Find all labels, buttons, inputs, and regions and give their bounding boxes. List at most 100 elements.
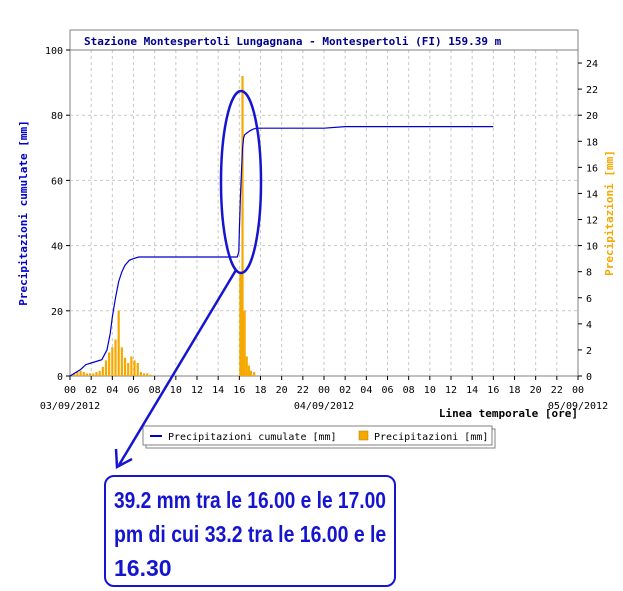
x-tick-label: 02: [339, 385, 351, 396]
precip-bar: [82, 372, 85, 376]
precip-bar: [139, 372, 143, 376]
precip-bar: [146, 373, 149, 376]
precip-bar: [243, 310, 246, 376]
left-tick-label: 20: [51, 307, 63, 318]
right-tick-label: 18: [586, 137, 598, 148]
precip-bar: [253, 372, 256, 376]
title-box: [69, 29, 579, 51]
right-tick-label: 2: [586, 346, 592, 357]
precip-bar: [133, 360, 136, 376]
precip-bar: [247, 365, 250, 376]
x-tick-label: 18: [508, 385, 520, 396]
x-tick-label: 06: [127, 385, 139, 396]
x-tick-label: 10: [424, 385, 436, 396]
date-label: 04/09/2012: [294, 401, 354, 412]
date-label: 03/09/2012: [40, 401, 100, 412]
annotation-line-1: 39.2 mm tra le 16.00 e le 17.00: [114, 487, 386, 513]
precip-bar: [95, 372, 98, 376]
x-tick-label: 00: [572, 385, 584, 396]
highlight-ellipse: [219, 89, 263, 275]
x-tick-label: 06: [381, 385, 393, 396]
annotation-line-2: pm di cui 33.2 tra le 16.00 e le: [114, 521, 387, 547]
precip-bar: [117, 310, 120, 376]
precip-bar: [149, 374, 152, 376]
right-tick-label: 12: [586, 216, 598, 227]
precip-bar: [136, 362, 139, 376]
precip-bar: [104, 360, 108, 376]
legend: Precipitazioni cumulate [mm] Precipitazi…: [142, 425, 496, 449]
precip-bar: [127, 362, 130, 376]
annotation-box: 39.2 mm tra le 16.00 e le 17.00 pm di cu…: [104, 475, 396, 587]
precip-bar: [120, 347, 123, 376]
left-axis-label: Precipitazioni cumulate [mm]: [17, 120, 30, 305]
x-tick-label: 14: [466, 385, 478, 396]
left-tick-label: 60: [51, 176, 63, 187]
right-tick-label: 20: [586, 111, 598, 122]
precip-bar: [142, 373, 146, 376]
grid: [70, 50, 578, 376]
right-tick-label: 4: [586, 320, 592, 331]
precip-bar: [130, 356, 133, 376]
precip-bar: [249, 370, 253, 376]
x-tick-label: 08: [149, 385, 161, 396]
left-tick-label: 0: [57, 372, 63, 383]
x-tick-label: 12: [191, 385, 203, 396]
right-tick-label: 22: [586, 85, 598, 96]
right-tick-label: 14: [586, 189, 598, 200]
x-axis-ticks: 00 02 04 06 08 10 12 14 16 18 20 22 00 02 04 06 08 10 12 14…: [40, 376, 608, 412]
chart-title: Stazione Montespertoli Lungagnana - Mont…: [84, 35, 502, 48]
precip-bar: [73, 373, 76, 376]
precip-bar: [101, 366, 104, 376]
right-tick-label: 8: [586, 268, 592, 279]
precip-bar: [241, 76, 244, 376]
x-tick-label: 16: [487, 385, 499, 396]
precip-bar: [89, 373, 92, 376]
precip-bar: [98, 370, 101, 376]
x-tick-label: 10: [170, 385, 182, 396]
x-tick-label: 00: [64, 385, 76, 396]
legend-item-cumulative: Precipitazioni cumulate [mm]: [168, 432, 337, 443]
left-tick-label: 100: [45, 46, 63, 57]
precip-bar: [245, 356, 248, 376]
right-tick-label: 24: [586, 59, 598, 70]
precip-bar: [76, 372, 79, 376]
precip-bar: [92, 373, 95, 376]
right-tick-label: 10: [586, 242, 598, 253]
cumulative-line: [69, 126, 494, 377]
x-tick-label: 22: [297, 385, 309, 396]
legend-item-precip: Precipitazioni [mm]: [374, 432, 488, 443]
x-tick-label: 08: [403, 385, 415, 396]
right-tick-label: 6: [586, 294, 592, 305]
precip-bar: [239, 271, 242, 376]
x-tick-label: 18: [254, 385, 266, 396]
left-axis-ticks: 0 20 40 60 80 100: [45, 46, 70, 383]
right-tick-label: 16: [586, 163, 598, 174]
precip-bar: [79, 370, 82, 376]
precip-bar: [123, 357, 127, 376]
x-axis-label: Linea temporale [ore]: [439, 407, 578, 420]
left-tick-label: 80: [51, 111, 63, 122]
bar-series: [73, 76, 256, 376]
date-label: 05/09/2012: [548, 401, 608, 412]
x-tick-label: 04: [360, 385, 372, 396]
x-tick-label: 20: [530, 385, 542, 396]
right-axis-label: Precipitazioni [mm]: [603, 150, 616, 276]
x-tick-label: 20: [276, 385, 288, 396]
x-tick-label: 22: [551, 385, 563, 396]
legend-bar-swatch: [358, 430, 369, 441]
x-tick-label: 14: [212, 385, 224, 396]
x-tick-label: 02: [85, 385, 97, 396]
x-tick-label: 16: [233, 385, 245, 396]
right-tick-label: 0: [586, 372, 592, 383]
annotation-line-3: 16.30: [114, 555, 172, 581]
precip-bar: [114, 339, 117, 376]
annotation-arrow: [114, 269, 238, 470]
precip-bar: [85, 373, 89, 376]
x-tick-label: 00: [318, 385, 330, 396]
x-tick-label: 12: [445, 385, 457, 396]
x-tick-label: 04: [106, 385, 118, 396]
precip-bar: [111, 347, 114, 376]
left-tick-label: 40: [51, 242, 63, 253]
